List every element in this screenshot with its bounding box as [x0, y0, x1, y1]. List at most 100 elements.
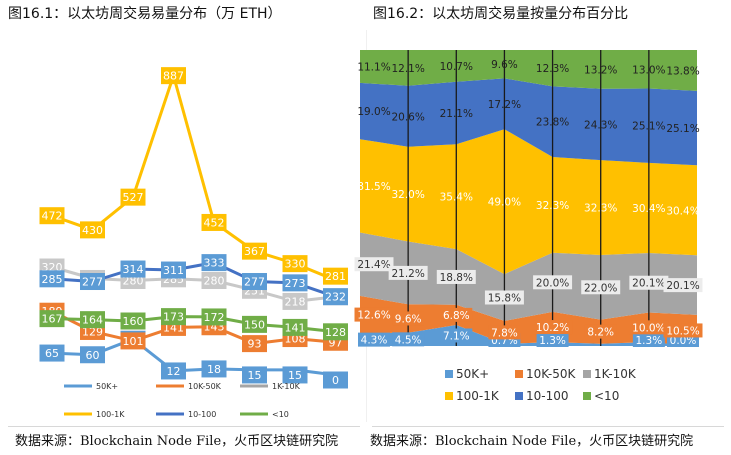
area-band-1k-10k: [360, 232, 697, 321]
data-label-50k-: 65: [45, 347, 59, 360]
point-label-1k-10k: 21.2%: [391, 268, 424, 280]
data-label-10k-50k: 129: [82, 325, 103, 338]
data-label-1k-10k: 218: [285, 295, 306, 308]
data-label--10: 164: [82, 314, 103, 327]
data-label-50k-: 12: [167, 365, 181, 378]
data-label-10-100: 311: [163, 264, 184, 277]
data-label-box--10: [282, 318, 308, 336]
point-label-10k-50k: 12.6%: [357, 310, 390, 322]
point-label-100-1k: 35.4%: [440, 192, 473, 204]
left-footer-rule: [8, 426, 360, 427]
data-label-box-10-100: [323, 288, 348, 306]
data-label-box-50k-: [161, 362, 186, 380]
point-label--10: 13.8%: [666, 65, 699, 77]
point-label-box-10k-50k: [488, 325, 521, 340]
data-label-100-1k: 887: [163, 70, 184, 83]
legend-label--10: <10: [594, 389, 619, 403]
point-label-10k-50k: 9.6%: [395, 313, 422, 325]
point-label-box-10k-50k: [663, 323, 703, 338]
data-label-100-1k: 281: [325, 270, 346, 283]
data-label--10: 160: [123, 315, 144, 328]
legend-swatch-100-1k: [445, 392, 453, 400]
point-label-10-100: 25.1%: [632, 121, 665, 133]
point-label-box-50k-: [392, 332, 425, 347]
point-label-100-1k: 32.3%: [536, 200, 569, 212]
point-label-100-1k: 49.0%: [488, 197, 521, 209]
data-label-10-100: 333: [204, 257, 225, 270]
data-label-10k-50k: 93: [248, 338, 262, 351]
data-label-box-50k-: [39, 344, 65, 362]
point-label-10k-50k: 7.8%: [491, 327, 518, 339]
point-label-10k-50k: 10.0%: [632, 322, 665, 334]
point-label--10: 12.1%: [391, 63, 424, 75]
area-band-100-1k: [360, 129, 697, 275]
data-label-box-10k-50k: [120, 332, 146, 350]
data-label-box-10-100: [120, 260, 146, 278]
point-label-100-1k: 31.5%: [357, 181, 390, 193]
right-chart-title: 图16.2：以太坊周交易量按量分布百分比: [373, 6, 629, 22]
point-label-10k-50k: 6.8%: [443, 310, 470, 322]
point-label-1k-10k: 18.8%: [440, 272, 473, 284]
data-label-box-50k-: [201, 360, 227, 378]
data-label-50k-: 0: [332, 374, 339, 387]
point-label-box-50k-: [632, 333, 665, 347]
data-label--10: 167: [42, 313, 63, 326]
point-label-1k-10k: 15.8%: [488, 293, 521, 305]
data-label-box--10: [201, 308, 227, 326]
left-chart-title: 图16.1：以太坊周交易易量分布（万 ETH）: [8, 6, 282, 22]
data-label-10k-50k: 101: [123, 335, 144, 348]
data-label-box-100-1k: [282, 255, 308, 273]
point-label-box-10k-50k: [440, 307, 473, 322]
point-label-box-1k-10k: [388, 265, 428, 280]
data-label-100-1k: 367: [244, 245, 265, 258]
point-label-box-10k-50k: [392, 311, 425, 326]
data-label-50k-: 18: [207, 363, 221, 376]
legend-label-10-100: 10-100: [188, 410, 216, 419]
point-label-10-100: 24.3%: [584, 119, 617, 131]
data-label-box--10: [161, 308, 186, 326]
data-label--10: 172: [204, 311, 225, 324]
data-label-10-100: 314: [123, 263, 144, 276]
data-label-box--10: [80, 311, 105, 329]
point-label--10: 13.0%: [632, 64, 665, 76]
data-label-10-100: 285: [42, 273, 63, 286]
data-label-100-1k: 452: [204, 216, 225, 229]
data-label-10-100: 232: [325, 291, 346, 304]
legend-label-100-1k: 100-1K: [96, 410, 125, 419]
data-label-box-100-1k: [323, 267, 348, 285]
legend-swatch-10-100: [515, 392, 523, 400]
point-label-50k-: 1.3%: [539, 335, 566, 347]
point-label-box-10k-50k: [354, 307, 394, 322]
point-label-1k-10k: 20.1%: [632, 278, 665, 290]
data-label--10: 173: [163, 311, 184, 324]
point-label-box-1k-10k: [533, 275, 573, 290]
legend-swatch-10k-50k: [515, 370, 523, 378]
left-source-note: 数据来源：Blockchain Node File，火币区块链研究院: [15, 434, 339, 449]
point-label-50k-: 1.3%: [636, 335, 663, 347]
area-band-10-100: [360, 78, 697, 166]
data-label-box-10k-50k: [242, 335, 267, 353]
point-label-box-1k-10k: [663, 278, 703, 293]
point-label-100-1k: 30.4%: [632, 203, 665, 215]
data-label-box-100-1k: [201, 213, 227, 231]
data-label-box-50k-: [282, 366, 308, 384]
line-chart-weekly-volume: 6560106121815150189129101141143931089716…: [39, 67, 348, 419]
data-label-box-100-1k: [39, 207, 65, 225]
data-label-box-100-1k: [120, 188, 146, 206]
area-band--10: [360, 50, 697, 91]
legend-swatch-50k-: [445, 370, 453, 378]
point-label-box-50k-: [536, 333, 569, 347]
point-label--10: 12.3%: [536, 63, 569, 75]
data-label-box-100-1k: [242, 242, 267, 260]
data-label-1k-10k: 280: [123, 275, 144, 288]
legend-label-50k-: 50K+: [96, 382, 118, 391]
legend-label-1k-10k: 1K-10K: [594, 367, 637, 381]
data-label-box-100-1k: [80, 221, 105, 239]
point-label-10-100: 23.8%: [536, 117, 569, 129]
point-label--10: 13.2%: [584, 64, 617, 76]
data-label--10: 128: [325, 326, 346, 339]
legend-label-1k-10k: 1K-10K: [272, 382, 301, 391]
point-label-1k-10k: 22.0%: [584, 282, 617, 294]
data-label-box--10: [323, 323, 348, 341]
legend-label-10k-50k: 10K-50K: [526, 367, 576, 381]
